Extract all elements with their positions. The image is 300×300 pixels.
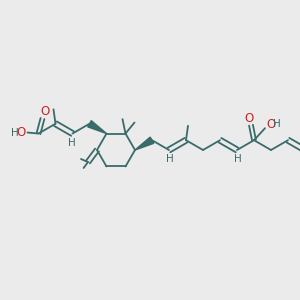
Polygon shape <box>88 121 106 134</box>
Text: O: O <box>40 105 49 118</box>
Text: H: H <box>166 154 174 164</box>
Text: O: O <box>244 112 253 125</box>
Polygon shape <box>135 137 154 150</box>
Text: O: O <box>266 118 275 131</box>
Text: H: H <box>68 137 75 148</box>
Text: H: H <box>11 128 18 137</box>
Text: H: H <box>273 119 281 129</box>
Text: O: O <box>16 126 26 139</box>
Text: H: H <box>234 154 242 164</box>
